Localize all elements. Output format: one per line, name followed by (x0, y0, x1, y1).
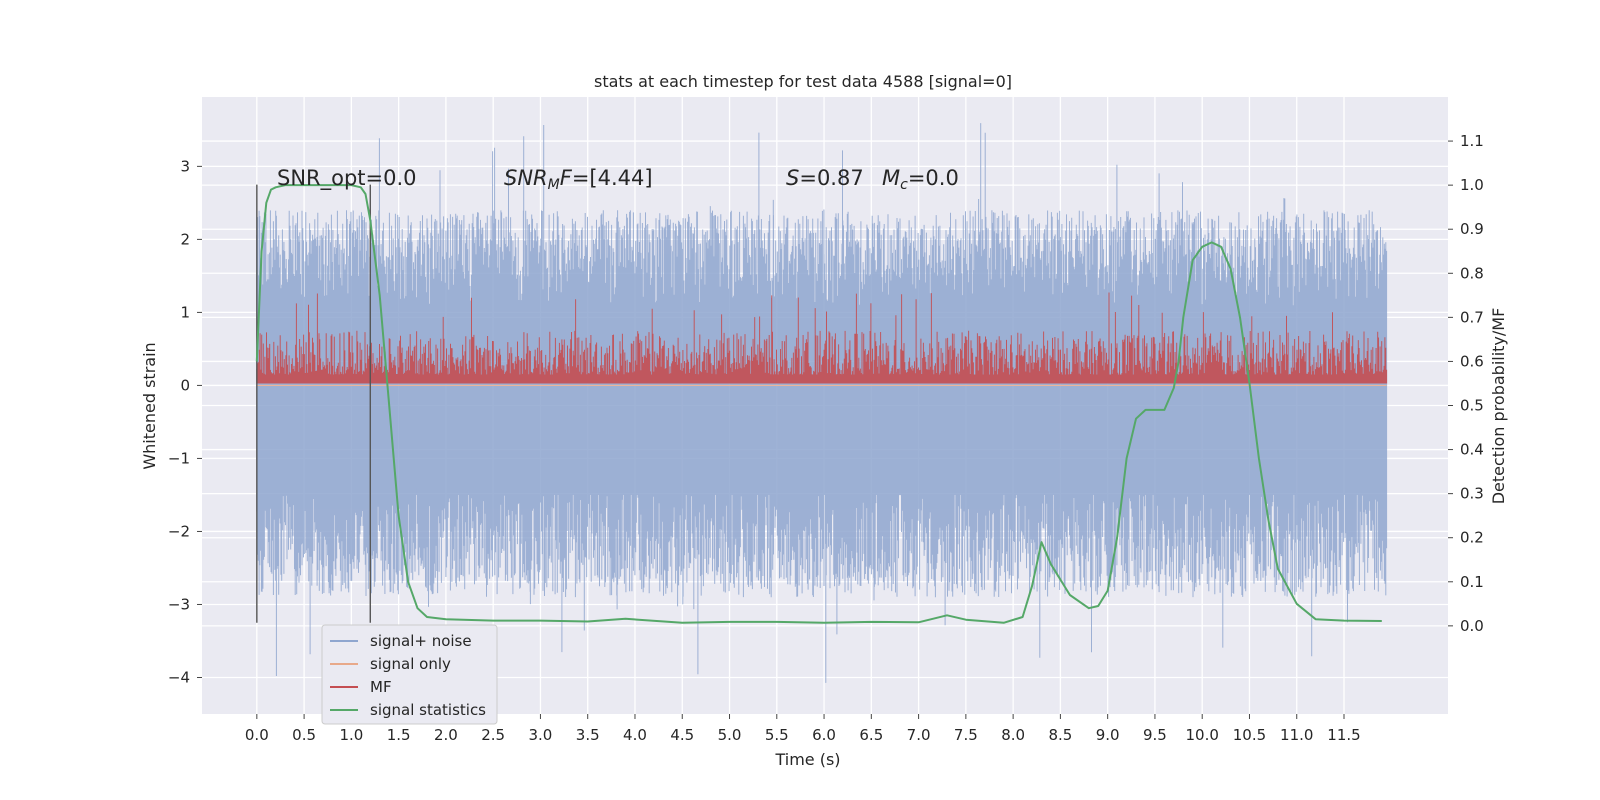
snr-mf-annotation: SNRMF=[4.44] (504, 166, 653, 193)
legend-label-signal-noise: signal+ noise (370, 632, 472, 650)
y-axis-ticks: 3 2 1 0 −1 −2 −3 −4 (168, 157, 202, 686)
x-tick-label: 7.5 (954, 726, 978, 744)
x-tick-label: 4.5 (670, 726, 694, 744)
legend-label-signal-statistics: signal statistics (370, 701, 486, 719)
signal-statistics-line (255, 184, 1382, 624)
x-tick-label: 9.5 (1143, 726, 1167, 744)
x-axis-ticks: 0.0 0.5 1.0 1.5 2.0 2.5 3.0 3.5 4.0 4.5 5.0 5.5 6.0 6… (245, 714, 1361, 744)
x-axis-label: Time (s) (774, 750, 840, 769)
s-annotation: S=0.87 (786, 166, 864, 190)
x-tick-label: 0.0 (245, 726, 269, 744)
y2-axis-label: Detection probability/MF (1489, 308, 1508, 505)
y-tick-label: −4 (168, 668, 190, 686)
mc-label: M (882, 166, 900, 190)
y-axis-label: Whitened strain (140, 342, 159, 469)
x-tick-label: 2.0 (434, 726, 458, 744)
x-tick-label: 3.5 (576, 726, 600, 744)
x-tick-label: 4.0 (623, 726, 647, 744)
y2-tick-label: 0.8 (1460, 264, 1484, 282)
y2-tick-label: 0.9 (1460, 220, 1484, 238)
legend: signal+ noise signal only MF signal stat… (321, 624, 498, 725)
legend-label-signal-only: signal only (370, 655, 451, 673)
snr-mf-subscript: M (548, 177, 560, 193)
y2-tick-label: 0.1 (1460, 573, 1484, 591)
y-tick-label: −3 (168, 595, 190, 613)
signal-noise-series (256, 123, 1388, 683)
x-tick-label: 5.5 (765, 726, 789, 744)
snr-mf-f: F (560, 166, 573, 190)
y2-tick-label: 0.6 (1460, 352, 1484, 370)
mc-annotation: Mc=0.0 (882, 166, 959, 193)
s-value: =0.87 (799, 166, 863, 190)
y2-tick-label: 0.7 (1460, 308, 1484, 326)
x-tick-label: 1.0 (339, 726, 363, 744)
y-tick-label: −1 (168, 449, 190, 467)
legend-label-mf: MF (370, 678, 392, 696)
s-label: S (786, 166, 799, 190)
mc-subscript: c (900, 177, 908, 193)
x-tick-label: 2.5 (481, 726, 505, 744)
y2-tick-label: 0.0 (1460, 617, 1484, 635)
snr-mf-label: SNR (504, 166, 548, 190)
x-tick-label: 7.0 (907, 726, 931, 744)
x-tick-label: 0.5 (292, 726, 316, 744)
y2-tick-label: 0.2 (1460, 529, 1484, 547)
y-tick-label: 2 (180, 230, 190, 248)
y-tick-label: 1 (180, 303, 190, 321)
x-tick-label: 10.0 (1186, 726, 1219, 744)
x-tick-label: 1.5 (387, 726, 411, 744)
x-tick-label: 9.0 (1096, 726, 1120, 744)
y2-tick-label: 0.5 (1460, 397, 1484, 415)
y2-tick-label: 0.3 (1460, 485, 1484, 503)
y2-tick-label: 0.4 (1460, 441, 1484, 459)
y2-tick-label: 1.0 (1460, 176, 1484, 194)
y-tick-label: 3 (180, 157, 190, 175)
x-tick-label: 3.0 (529, 726, 553, 744)
legend-box (321, 624, 498, 725)
annotations: SNR_opt=0.0 SNRMF=[4.44] S=0.87 Mc=0.0 (277, 166, 959, 193)
x-tick-label: 8.5 (1048, 726, 1072, 744)
y-tick-label: 0 (180, 376, 190, 394)
x-tick-label: 5.0 (718, 726, 742, 744)
y2-axis-ticks: 1.1 1.0 0.9 0.8 0.7 0.6 0.5 0.4 0.3 0.2 0.1 0.0 (1448, 132, 1484, 635)
y-tick-label: −2 (168, 522, 190, 540)
x-tick-label: 10.5 (1233, 726, 1266, 744)
snr-mf-value: =[4.44] (572, 166, 653, 190)
y2-tick-label: 1.1 (1460, 132, 1484, 150)
snr-opt-annotation: SNR_opt=0.0 (277, 166, 417, 191)
x-tick-label: 6.5 (859, 726, 883, 744)
x-tick-label: 11.0 (1280, 726, 1313, 744)
x-tick-label: 11.5 (1327, 726, 1360, 744)
mc-value: =0.0 (908, 166, 959, 190)
vertical-markers (256, 184, 371, 623)
x-tick-label: 6.0 (812, 726, 836, 744)
chart-title: stats at each timestep for test data 458… (594, 72, 1012, 91)
x-tick-label: 8.0 (1001, 726, 1025, 744)
signal-statistics-series (255, 184, 1382, 624)
